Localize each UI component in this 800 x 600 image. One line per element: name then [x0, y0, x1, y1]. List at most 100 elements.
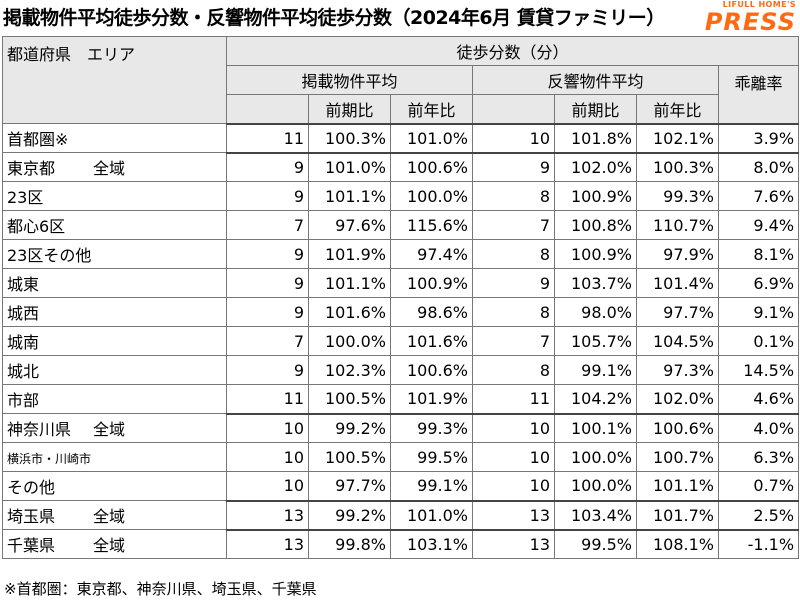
area-label: 城西: [7, 304, 40, 323]
response-prev-year-cell: 99.3%: [636, 181, 719, 211]
response-prev-year-cell: 97.3%: [636, 355, 719, 385]
listed-minutes-cell: 9: [226, 355, 309, 385]
listed-minutes-cell: 13: [226, 499, 309, 530]
gap-rate-cell: 14.5%: [717, 355, 800, 385]
area-label: 全域: [93, 536, 126, 555]
listed-prev-period-cell: 101.9%: [308, 239, 391, 269]
response-prev-period-cell: 99.5%: [554, 528, 637, 559]
prefecture-label: 首都圏※: [7, 130, 69, 149]
area-label: その他: [7, 478, 56, 497]
listed-average-header: 掲載物件平均: [226, 65, 473, 95]
table-row: 神奈川県 全域 10 99.2% 99.3% 10 100.1% 100.6% 4.0%: [2, 412, 800, 443]
listed-minutes-cell: 10: [226, 471, 309, 501]
listed-prev-year-cell: 99.1%: [390, 471, 473, 501]
response-prev-year-cell: 102.0%: [636, 384, 719, 414]
region-cell: 城南: [2, 326, 227, 356]
listed-prev-period-cell: 100.3%: [308, 122, 391, 153]
table-row: 首都圏※ 11 100.3% 101.0% 10 101.8% 102.1% 3.9%: [2, 122, 800, 153]
region-cell: 城西: [2, 297, 227, 327]
table-row: 千葉県 全域 13 99.8% 103.1% 13 99.5% 108.1% -1.1%: [2, 528, 800, 559]
gap-rate-cell: 4.0%: [717, 412, 800, 443]
response-minutes-cell: 10: [472, 122, 555, 153]
response-prev-period-cell: 98.0%: [554, 297, 637, 327]
listed-prev-period-header: 前期比: [308, 94, 391, 124]
gap-rate-cell: 8.0%: [717, 151, 800, 182]
area-label: 全域: [93, 507, 126, 526]
response-minutes-cell: 10: [472, 471, 555, 501]
listed-prev-year-cell: 100.0%: [390, 181, 473, 211]
table-row: その他 10 97.7% 99.1% 10 100.0% 101.1% 0.7%: [2, 471, 800, 501]
prefecture-label: 東京都: [7, 159, 56, 178]
response-prev-period-cell: 102.0%: [554, 151, 637, 182]
listed-prev-year-header: 前年比: [390, 94, 473, 124]
listed-minutes-cell: 9: [226, 297, 309, 327]
gap-rate-cell: -1.1%: [717, 528, 800, 559]
listed-prev-period-cell: 100.0%: [308, 326, 391, 356]
gap-rate-cell: 7.6%: [717, 181, 800, 211]
response-minutes-cell: 10: [472, 442, 555, 472]
region-cell: 23区その他: [2, 239, 227, 269]
header-row-3: 前期比 前年比 前期比 前年比: [3, 94, 799, 124]
response-prev-period-cell: 100.9%: [554, 181, 637, 211]
gap-rate-cell: 0.7%: [717, 471, 800, 501]
listed-prev-period-cell: 99.2%: [308, 412, 391, 443]
header-row-2: 掲載物件平均 反響物件平均 乖離率: [3, 65, 800, 124]
prefecture-label: 神奈川県: [7, 420, 72, 439]
region-cell: 都心6区: [2, 210, 227, 240]
walk-minutes-header: 徒歩分数（分）: [225, 36, 800, 66]
listed-prev-year-cell: 100.6%: [390, 151, 473, 182]
response-prev-year-cell: 101.7%: [636, 499, 719, 530]
table-row: 城南 7 100.0% 101.6% 7 105.7% 104.5% 0.1%: [2, 326, 800, 356]
page-title: 掲載物件平均徒歩分数・反響物件平均徒歩分数（2024年6月 賃貸ファミリー）: [3, 7, 665, 29]
response-prev-year-cell: 104.5%: [636, 326, 719, 356]
response-prev-year-cell: 100.6%: [636, 412, 719, 443]
region-cell: 千葉県 全域: [2, 529, 227, 559]
response-prev-period-cell: 105.7%: [554, 326, 637, 356]
response-minutes-cell: 7: [472, 326, 555, 356]
listed-prev-period-cell: 101.6%: [308, 297, 391, 327]
listed-minutes-cell: 7: [226, 326, 309, 356]
listed-prev-year-cell: 101.0%: [390, 499, 473, 530]
response-minutes-cell: 8: [472, 181, 555, 211]
listed-prev-year-cell: 100.6%: [390, 355, 473, 385]
listed-prev-period-cell: 99.8%: [308, 528, 391, 559]
response-prev-period-cell: 100.8%: [554, 210, 637, 240]
listed-minutes-cell: 10: [226, 412, 309, 443]
area-label: 全域: [93, 420, 126, 439]
listed-minutes-cell: 10: [226, 442, 309, 472]
response-prev-period-cell: 100.1%: [554, 412, 637, 443]
response-prev-period-cell: 103.4%: [554, 499, 637, 530]
region-cell: 埼玉県 全域: [2, 500, 227, 530]
listed-prev-period-cell: 101.1%: [308, 181, 391, 211]
listed-prev-period-cell: 102.3%: [308, 355, 391, 385]
table-row: 東京都 全域 9 101.0% 100.6% 9 102.0% 100.3% 8.0%: [2, 151, 800, 182]
listed-minutes-cell: 11: [226, 384, 309, 414]
response-prev-year-cell: 100.7%: [636, 442, 719, 472]
table-row: 横浜市・川崎市 10 100.5% 99.5% 10 100.0% 100.7% 6.3%: [2, 442, 800, 472]
gap-rate-cell: 0.1%: [717, 326, 800, 356]
table-row: 城東 9 101.1% 100.9% 9 103.7% 101.4% 6.9%: [2, 268, 800, 298]
response-minutes-cell: 8: [472, 355, 555, 385]
response-prev-year-cell: 110.7%: [636, 210, 719, 240]
listed-prev-period-cell: 100.5%: [308, 442, 391, 472]
gap-rate-cell: 8.1%: [717, 239, 800, 269]
gap-rate-cell: 9.1%: [717, 297, 800, 327]
prefecture-label: 千葉県: [7, 536, 56, 555]
listed-minutes-cell: 9: [226, 268, 309, 298]
response-prev-year-cell: 102.1%: [636, 122, 719, 153]
response-prev-year-cell: 101.1%: [636, 471, 719, 501]
region-cell: 東京都 全域: [2, 152, 227, 182]
prefecture-label: 埼玉県: [7, 507, 56, 526]
response-prev-year-cell: 97.7%: [636, 297, 719, 327]
gap-rate-cell: 4.6%: [717, 384, 800, 414]
listed-prev-year-cell: 99.5%: [390, 442, 473, 472]
response-minutes-cell: 9: [472, 151, 555, 182]
region-cell: 23区: [2, 181, 227, 211]
region-header: 都道府県 エリア: [2, 36, 227, 124]
area-label: 23区その他: [7, 246, 92, 265]
listed-prev-year-cell: 97.4%: [390, 239, 473, 269]
listed-prev-year-cell: 99.3%: [390, 412, 473, 443]
response-prev-period-cell: 100.9%: [554, 239, 637, 269]
region-cell: 首都圏※: [2, 123, 227, 153]
listed-prev-period-cell: 101.0%: [308, 151, 391, 182]
